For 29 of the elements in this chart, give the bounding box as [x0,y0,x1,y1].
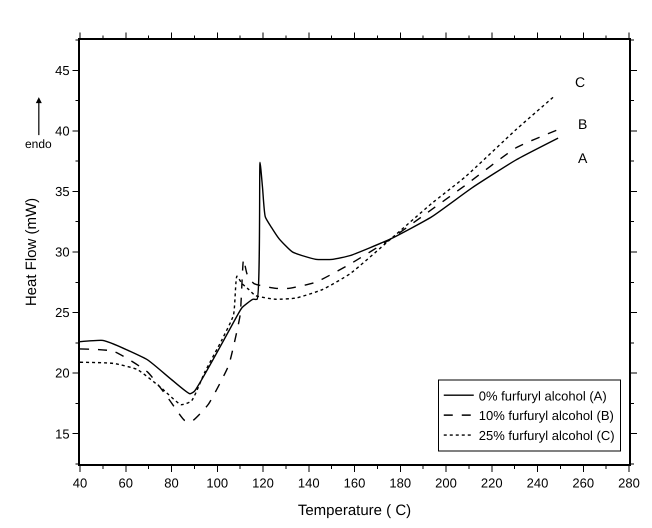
y-tick-label: 20 [55,366,70,381]
x-tick-label: 60 [118,475,133,490]
y-tick-label: 35 [55,184,70,199]
x-tick-label: 100 [206,475,228,490]
x-tick-label: 160 [344,475,366,490]
y-tick-label: 25 [55,305,70,320]
legend-label: 10% furfuryl alcohol (B) [478,408,614,424]
x-tick-label: 40 [72,475,88,490]
y-axis-title: Heat Flow (mW) [22,198,40,306]
annotation: A [578,150,588,166]
x-tick-label: 220 [480,475,503,490]
y-tick-label: 15 [55,426,70,442]
legend-label: 25% furfuryl alcohol (C) [478,428,615,444]
y-tick-label: 45 [55,62,70,78]
x-tick-label: 180 [389,475,412,490]
x-tick-label: 140 [298,475,320,490]
x-tick-label: 80 [164,475,179,490]
annotation: B [578,116,588,132]
y-tick-label: 30 [55,244,70,260]
text: endo [25,137,52,151]
legend-label: 0% furfuryl alcohol (A) [478,388,607,404]
y-tick-label: 40 [55,123,70,138]
x-tick-label: 260 [572,475,594,490]
x-axis-title: Temperature ( C) [298,502,412,519]
x-tick-label: 240 [526,475,548,490]
x-tick-label: 200 [435,475,457,490]
x-tick-label: 120 [252,475,274,490]
x-tick-label: 280 [618,475,640,490]
annotation: C [575,74,586,90]
